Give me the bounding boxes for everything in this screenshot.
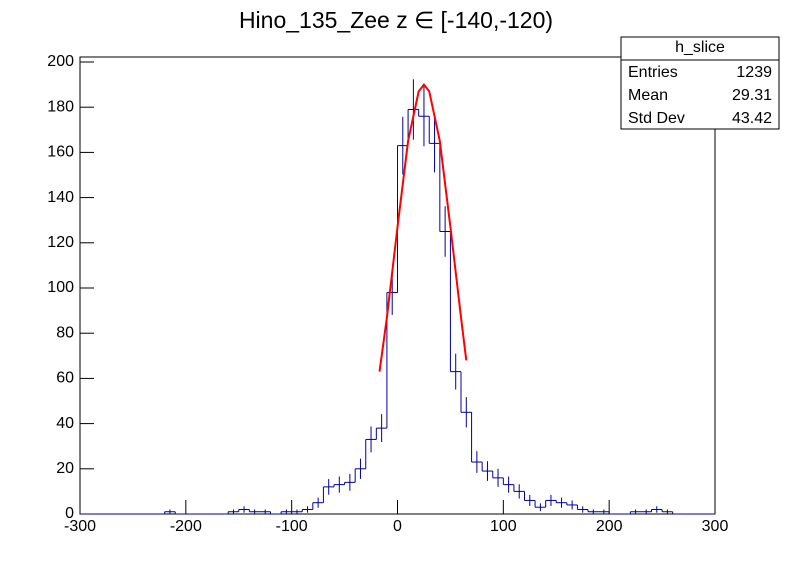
x-tick-label: 100 bbox=[490, 518, 517, 535]
x-tick-label: 200 bbox=[596, 518, 623, 535]
y-tick-label: 80 bbox=[56, 324, 74, 341]
y-tick-label: 20 bbox=[56, 460, 74, 477]
x-tick-label: 0 bbox=[393, 518, 402, 535]
y-tick-label: 160 bbox=[47, 144, 74, 161]
y-tick-label: 180 bbox=[47, 98, 74, 115]
y-tick-label: 120 bbox=[47, 234, 74, 251]
y-tick-label: 200 bbox=[47, 53, 74, 70]
stats-title: h_slice bbox=[675, 39, 725, 56]
y-tick-label: 140 bbox=[47, 189, 74, 206]
stats-label: Std Dev bbox=[628, 110, 685, 127]
x-tick-label: -300 bbox=[64, 518, 96, 535]
x-tick-label: -200 bbox=[170, 518, 202, 535]
y-tick-label: 60 bbox=[56, 370, 74, 387]
stats-label: Entries bbox=[628, 64, 678, 81]
x-tick-label: 300 bbox=[702, 518, 729, 535]
x-tick-label: -100 bbox=[276, 518, 308, 535]
fit-curve bbox=[378, 82, 468, 372]
y-tick-label: 40 bbox=[56, 415, 74, 432]
y-tick-label: 0 bbox=[65, 505, 74, 522]
stats-label: Mean bbox=[628, 87, 668, 104]
stats-value: 1239 bbox=[736, 64, 772, 81]
stats-value: 43.42 bbox=[732, 110, 772, 127]
stats-box bbox=[620, 36, 780, 130]
stats-value: 29.31 bbox=[732, 87, 772, 104]
chart-title: Hino_135_Zee z ∈ [-140,-120) bbox=[239, 7, 553, 33]
y-tick-label: 100 bbox=[47, 279, 74, 296]
